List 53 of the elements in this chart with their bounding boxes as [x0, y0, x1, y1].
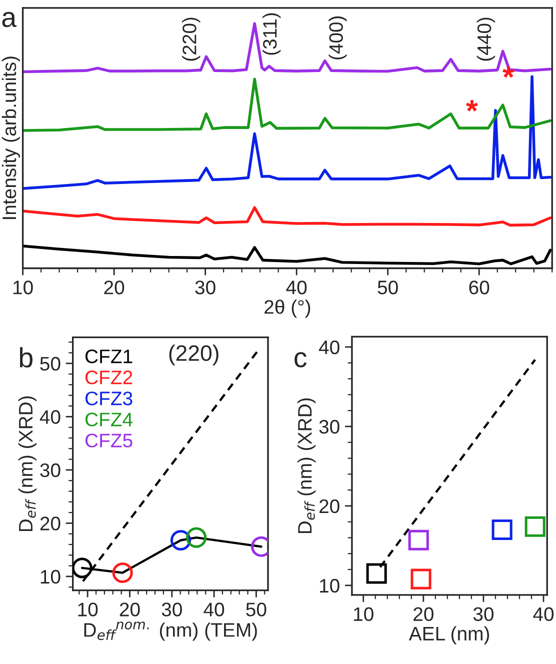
y-tick-label: 20	[40, 516, 60, 530]
text: CFZ1	[85, 349, 132, 364]
point	[492, 519, 512, 540]
x-tick-label: 30	[195, 280, 216, 294]
annotation: *	[502, 66, 514, 78]
x-axis-title: D$_{eff}$$^{nom.}$ (nm) (TEM)	[84, 622, 257, 641]
x-tick-label: 30	[473, 607, 494, 622]
x-tick-label: 10	[13, 280, 33, 294]
point	[524, 516, 546, 537]
y-tick-label: 20	[319, 499, 340, 514]
y-tick-label: 50	[40, 356, 60, 371]
annotation: (220)	[169, 344, 218, 366]
point	[366, 563, 387, 584]
point	[410, 568, 432, 590]
text: CFZ2	[85, 370, 132, 384]
annotation: (400)	[328, 16, 347, 60]
x-tick-label: 20	[120, 602, 140, 616]
x-tick-label: 40	[204, 602, 224, 616]
point	[186, 527, 207, 548]
x-tick-label: 30	[162, 602, 182, 616]
x-axis-title: AEL (nm)	[408, 626, 490, 644]
x-tick-label: 20	[104, 280, 124, 294]
point	[72, 558, 92, 578]
text: CFZ5	[85, 434, 132, 448]
x-tick-label: 50	[378, 280, 398, 294]
annotation: (440)	[476, 18, 495, 61]
x-tick-label: 20	[414, 607, 434, 622]
y-axis-title: D$_{eff}$ (nm) (XRD)	[297, 398, 316, 534]
chart-title: c	[294, 352, 307, 368]
x-tick-label: 10	[78, 602, 98, 616]
y-axis-title: D$_{eff}$ (nm) (XRD)	[18, 396, 36, 532]
text: CFZ3	[85, 392, 132, 406]
x-tick-label: 40	[533, 607, 554, 622]
chart-title: b	[20, 347, 32, 368]
annotation: *	[466, 100, 478, 112]
annotation: (311)	[262, 13, 281, 55]
y-tick-label: 10	[320, 578, 340, 593]
x-axis-title: 2θ (°)	[264, 300, 310, 318]
y-tick-label: 40	[40, 410, 60, 424]
y-axis-title: Intensity (arb.units)	[2, 56, 20, 219]
y-tick-label: 30	[319, 420, 340, 434]
point	[112, 562, 133, 583]
chart-title: a	[2, 12, 17, 28]
x-tick-label: 60	[469, 280, 490, 294]
x-tick-label: 40	[286, 280, 307, 294]
x-tick-label: 50	[246, 602, 266, 616]
y-tick-label: 10	[40, 570, 60, 584]
point	[408, 530, 429, 550]
y-tick-label: 40	[318, 340, 340, 354]
x-tick-label: 10	[354, 607, 374, 622]
y-tick-label: 30	[40, 463, 60, 478]
text: CFZ4	[85, 412, 133, 426]
annotation: (220)	[182, 18, 200, 61]
